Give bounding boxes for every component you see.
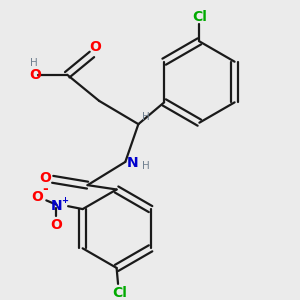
Text: N: N — [127, 156, 138, 170]
Text: H: H — [30, 58, 38, 68]
Text: Cl: Cl — [192, 10, 207, 24]
Text: N: N — [51, 199, 62, 213]
Text: Cl: Cl — [112, 286, 127, 300]
Text: +: + — [61, 196, 68, 206]
Text: O: O — [29, 68, 41, 82]
Text: H: H — [142, 161, 149, 171]
Text: O: O — [89, 40, 101, 54]
Text: O: O — [51, 218, 62, 232]
Text: H: H — [142, 112, 149, 122]
Text: O: O — [40, 171, 51, 185]
Text: -: - — [42, 182, 48, 196]
Text: O: O — [32, 190, 44, 205]
